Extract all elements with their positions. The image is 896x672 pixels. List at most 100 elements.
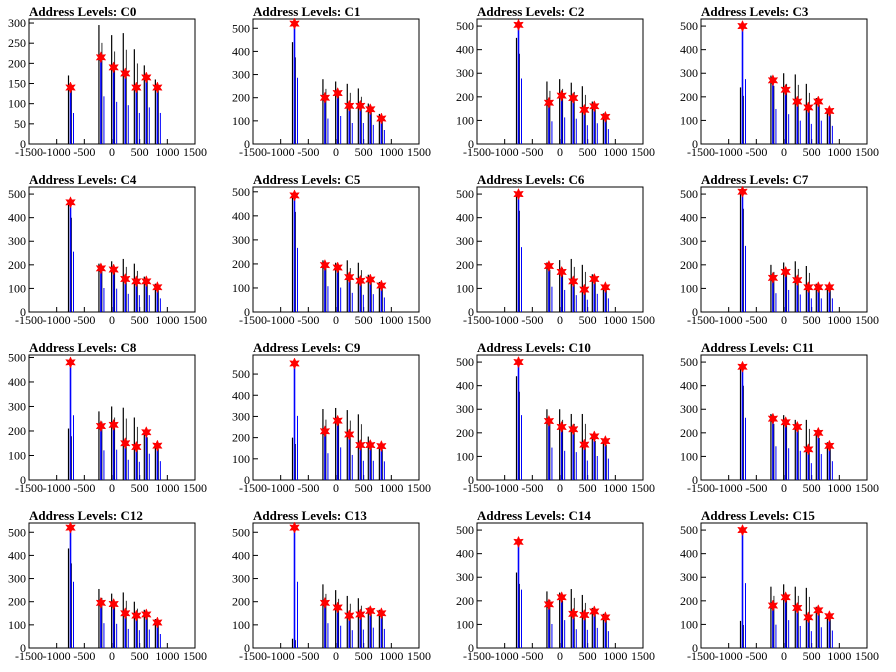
y-tick-label: 400 bbox=[680, 379, 698, 393]
x-tick-label: 1000 bbox=[155, 649, 179, 663]
x-tick-label: 500 bbox=[579, 481, 597, 495]
x-tick-label: -1000 bbox=[43, 481, 71, 495]
y-tick-label: 0 bbox=[20, 305, 26, 319]
x-tick-label: -1000 bbox=[267, 481, 295, 495]
y-tick-label: 200 bbox=[680, 90, 698, 104]
chart-title: Address Levels: C13 bbox=[253, 508, 367, 523]
x-tick-label: 1500 bbox=[631, 145, 655, 159]
peak-marker bbox=[780, 416, 791, 429]
y-tick-label: 200 bbox=[680, 594, 698, 608]
peak-marker bbox=[803, 443, 814, 456]
y-tick-label: 300 bbox=[8, 399, 26, 413]
peak-marker bbox=[588, 272, 600, 286]
chart-panel-15: Address Levels: C15 0 100 200 300 400 500 -1500… bbox=[680, 508, 879, 663]
y-tick-label: 500 bbox=[680, 523, 698, 537]
peak-marker bbox=[152, 81, 163, 94]
peak-marker bbox=[332, 86, 343, 100]
y-tick-label: 400 bbox=[456, 43, 474, 57]
peak-marker bbox=[513, 355, 524, 369]
y-tick-label: 200 bbox=[232, 257, 250, 271]
y-tick-label: 200 bbox=[232, 91, 250, 105]
peak-marker bbox=[289, 357, 300, 370]
y-tick-label: 500 bbox=[680, 19, 698, 33]
y-tick-label: 400 bbox=[680, 211, 698, 225]
x-tick-label: 0 bbox=[333, 649, 339, 663]
y-tick-label: 400 bbox=[456, 379, 474, 393]
peak-marker bbox=[780, 265, 791, 279]
y-tick-label: 300 bbox=[456, 234, 474, 248]
peak-marker bbox=[332, 414, 343, 427]
peak-marker bbox=[737, 19, 748, 33]
y-tick-label: 200 bbox=[680, 258, 698, 272]
x-tick-label: -500 bbox=[521, 313, 543, 327]
x-tick-label: -1000 bbox=[715, 481, 743, 495]
peak-marker bbox=[579, 438, 590, 451]
peak-marker bbox=[588, 430, 600, 443]
peak-marker bbox=[767, 599, 779, 612]
y-tick-label: 300 bbox=[456, 66, 474, 80]
y-tick-label: 500 bbox=[456, 19, 474, 33]
y-tick-label: 400 bbox=[8, 548, 26, 562]
chart-title: Address Levels: C0 bbox=[29, 4, 136, 19]
x-tick-label: -1000 bbox=[267, 313, 295, 327]
y-tick-label: 0 bbox=[468, 137, 474, 151]
x-tick-label: -500 bbox=[745, 481, 767, 495]
y-tick-label: 500 bbox=[8, 350, 26, 364]
x-tick-label: -1500 bbox=[15, 145, 43, 159]
chart-panel-5: Address Levels: C50100200300400500-1500-… bbox=[232, 172, 431, 327]
peak-marker bbox=[600, 281, 611, 294]
chart-title: Address Levels: C2 bbox=[477, 4, 584, 19]
x-tick-label: 1500 bbox=[631, 313, 655, 327]
x-tick-label: 0 bbox=[333, 145, 339, 159]
x-tick-label: 1500 bbox=[407, 145, 431, 159]
y-tick-label: 200 bbox=[8, 424, 26, 438]
y-tick-label: 0 bbox=[692, 305, 698, 319]
y-tick-label: 500 bbox=[680, 355, 698, 369]
x-tick-label: -1000 bbox=[43, 649, 71, 663]
y-tick-label: 200 bbox=[456, 258, 474, 272]
chart-title: Address Levels: C14 bbox=[477, 508, 591, 523]
chart-panel-7: Address Levels: C70100200300400500-1500-… bbox=[680, 172, 879, 327]
peak-marker bbox=[319, 596, 331, 610]
chart-title: Address Levels: C7 bbox=[701, 172, 809, 187]
peak-marker bbox=[364, 103, 376, 116]
x-tick-label: -1000 bbox=[43, 145, 71, 159]
peak-marker bbox=[289, 17, 300, 30]
peak-marker bbox=[332, 601, 343, 614]
x-tick-label: 1000 bbox=[379, 313, 403, 327]
peak-marker bbox=[364, 273, 376, 286]
y-tick-label: 100 bbox=[680, 113, 698, 127]
peak-marker bbox=[513, 535, 524, 549]
x-tick-label: 500 bbox=[131, 649, 149, 663]
peak-marker bbox=[812, 426, 824, 439]
x-tick-label: 1000 bbox=[379, 145, 403, 159]
x-tick-label: 1000 bbox=[603, 145, 627, 159]
y-tick-label: 300 bbox=[456, 402, 474, 416]
y-tick-label: 0 bbox=[244, 305, 250, 319]
y-tick-label: 100 bbox=[8, 618, 26, 632]
peak-marker bbox=[319, 91, 331, 104]
peak-marker bbox=[119, 67, 131, 80]
x-tick-label: -1500 bbox=[463, 649, 491, 663]
x-tick-label: 1500 bbox=[407, 481, 431, 495]
peak-marker bbox=[131, 440, 142, 454]
x-tick-label: 1000 bbox=[827, 481, 851, 495]
y-tick-label: 100 bbox=[8, 97, 26, 111]
x-tick-label: -1000 bbox=[491, 313, 519, 327]
peak-marker bbox=[812, 604, 824, 617]
x-tick-label: 1000 bbox=[379, 649, 403, 663]
chart-panel-13: Address Levels: C13 0 100 200 300 400 500 -1500… bbox=[232, 508, 431, 663]
y-tick-label: 200 bbox=[8, 56, 26, 70]
peak-marker bbox=[364, 438, 376, 452]
y-tick-label: 100 bbox=[232, 618, 250, 632]
y-tick-label: 100 bbox=[232, 114, 250, 128]
x-tick-label: -1500 bbox=[687, 649, 715, 663]
peak-marker bbox=[791, 601, 803, 615]
y-tick-label: 300 bbox=[680, 234, 698, 248]
x-tick-label: -500 bbox=[297, 313, 319, 327]
x-tick-label: -500 bbox=[745, 649, 767, 663]
y-tick-label: 400 bbox=[680, 43, 698, 57]
peak-marker bbox=[95, 262, 107, 275]
chart-title: Address Levels: C3 bbox=[701, 4, 809, 19]
y-tick-label: 400 bbox=[456, 547, 474, 561]
